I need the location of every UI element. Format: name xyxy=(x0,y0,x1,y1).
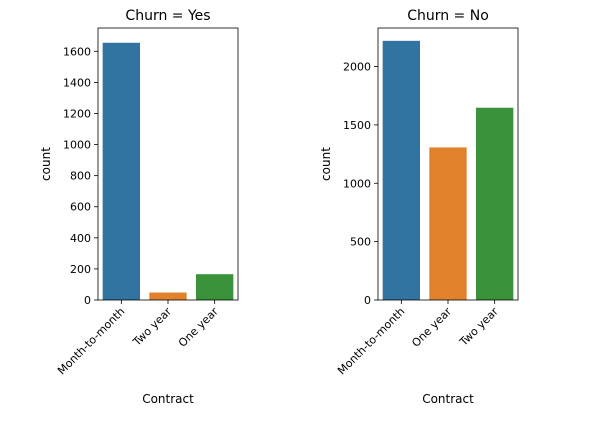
y-tick-label: 200 xyxy=(70,263,91,276)
chart-title: Churn = No xyxy=(407,8,489,24)
y-axis-label: count xyxy=(319,147,333,181)
bar-churn-yes-2 xyxy=(196,274,234,300)
bar-churn-yes-1 xyxy=(149,292,187,300)
y-tick-label: 0 xyxy=(364,294,371,307)
bar-churn-no-0 xyxy=(382,40,420,301)
x-axis-label: Contract xyxy=(422,392,474,406)
y-tick-label: 0 xyxy=(84,294,91,307)
y-tick-label: 1000 xyxy=(63,139,91,152)
x-axis-label: Contract xyxy=(142,392,194,406)
bar-churn-yes-0 xyxy=(102,42,140,301)
panel-churn-yes: 0 200 400 600 800 1000 1200 1400 1600 Month-to-mo… xyxy=(39,8,239,406)
y-tick-label: 500 xyxy=(350,236,371,249)
y-tick-label: 1500 xyxy=(343,119,371,132)
panel-churn-no: 0 500 1000 1500 2000 Month-to-month One year Tw… xyxy=(319,8,519,406)
x-tick-label: Month-to-month xyxy=(335,305,407,377)
y-tick-label: 1200 xyxy=(63,107,91,120)
y-axis-label: count xyxy=(39,147,53,181)
bar-churn-no-1 xyxy=(429,147,467,300)
x-tick-label: Month-to-month xyxy=(55,305,127,377)
bar-churn-no-2 xyxy=(476,107,514,300)
y-tick-label: 400 xyxy=(70,232,91,245)
x-tick-label: Two year xyxy=(456,305,501,350)
y-tick-label: 600 xyxy=(70,201,91,214)
y-tick-label: 800 xyxy=(70,170,91,183)
y-tick-label: 1400 xyxy=(63,76,91,89)
x-tick-label: Two year xyxy=(130,305,175,350)
x-tick-label: One year xyxy=(176,305,221,350)
x-tick-label: One year xyxy=(409,305,454,350)
y-tick-label: 1600 xyxy=(63,45,91,58)
chart-title: Churn = Yes xyxy=(125,8,210,24)
y-tick-label: 2000 xyxy=(343,61,371,74)
y-tick-label: 1000 xyxy=(343,177,371,190)
